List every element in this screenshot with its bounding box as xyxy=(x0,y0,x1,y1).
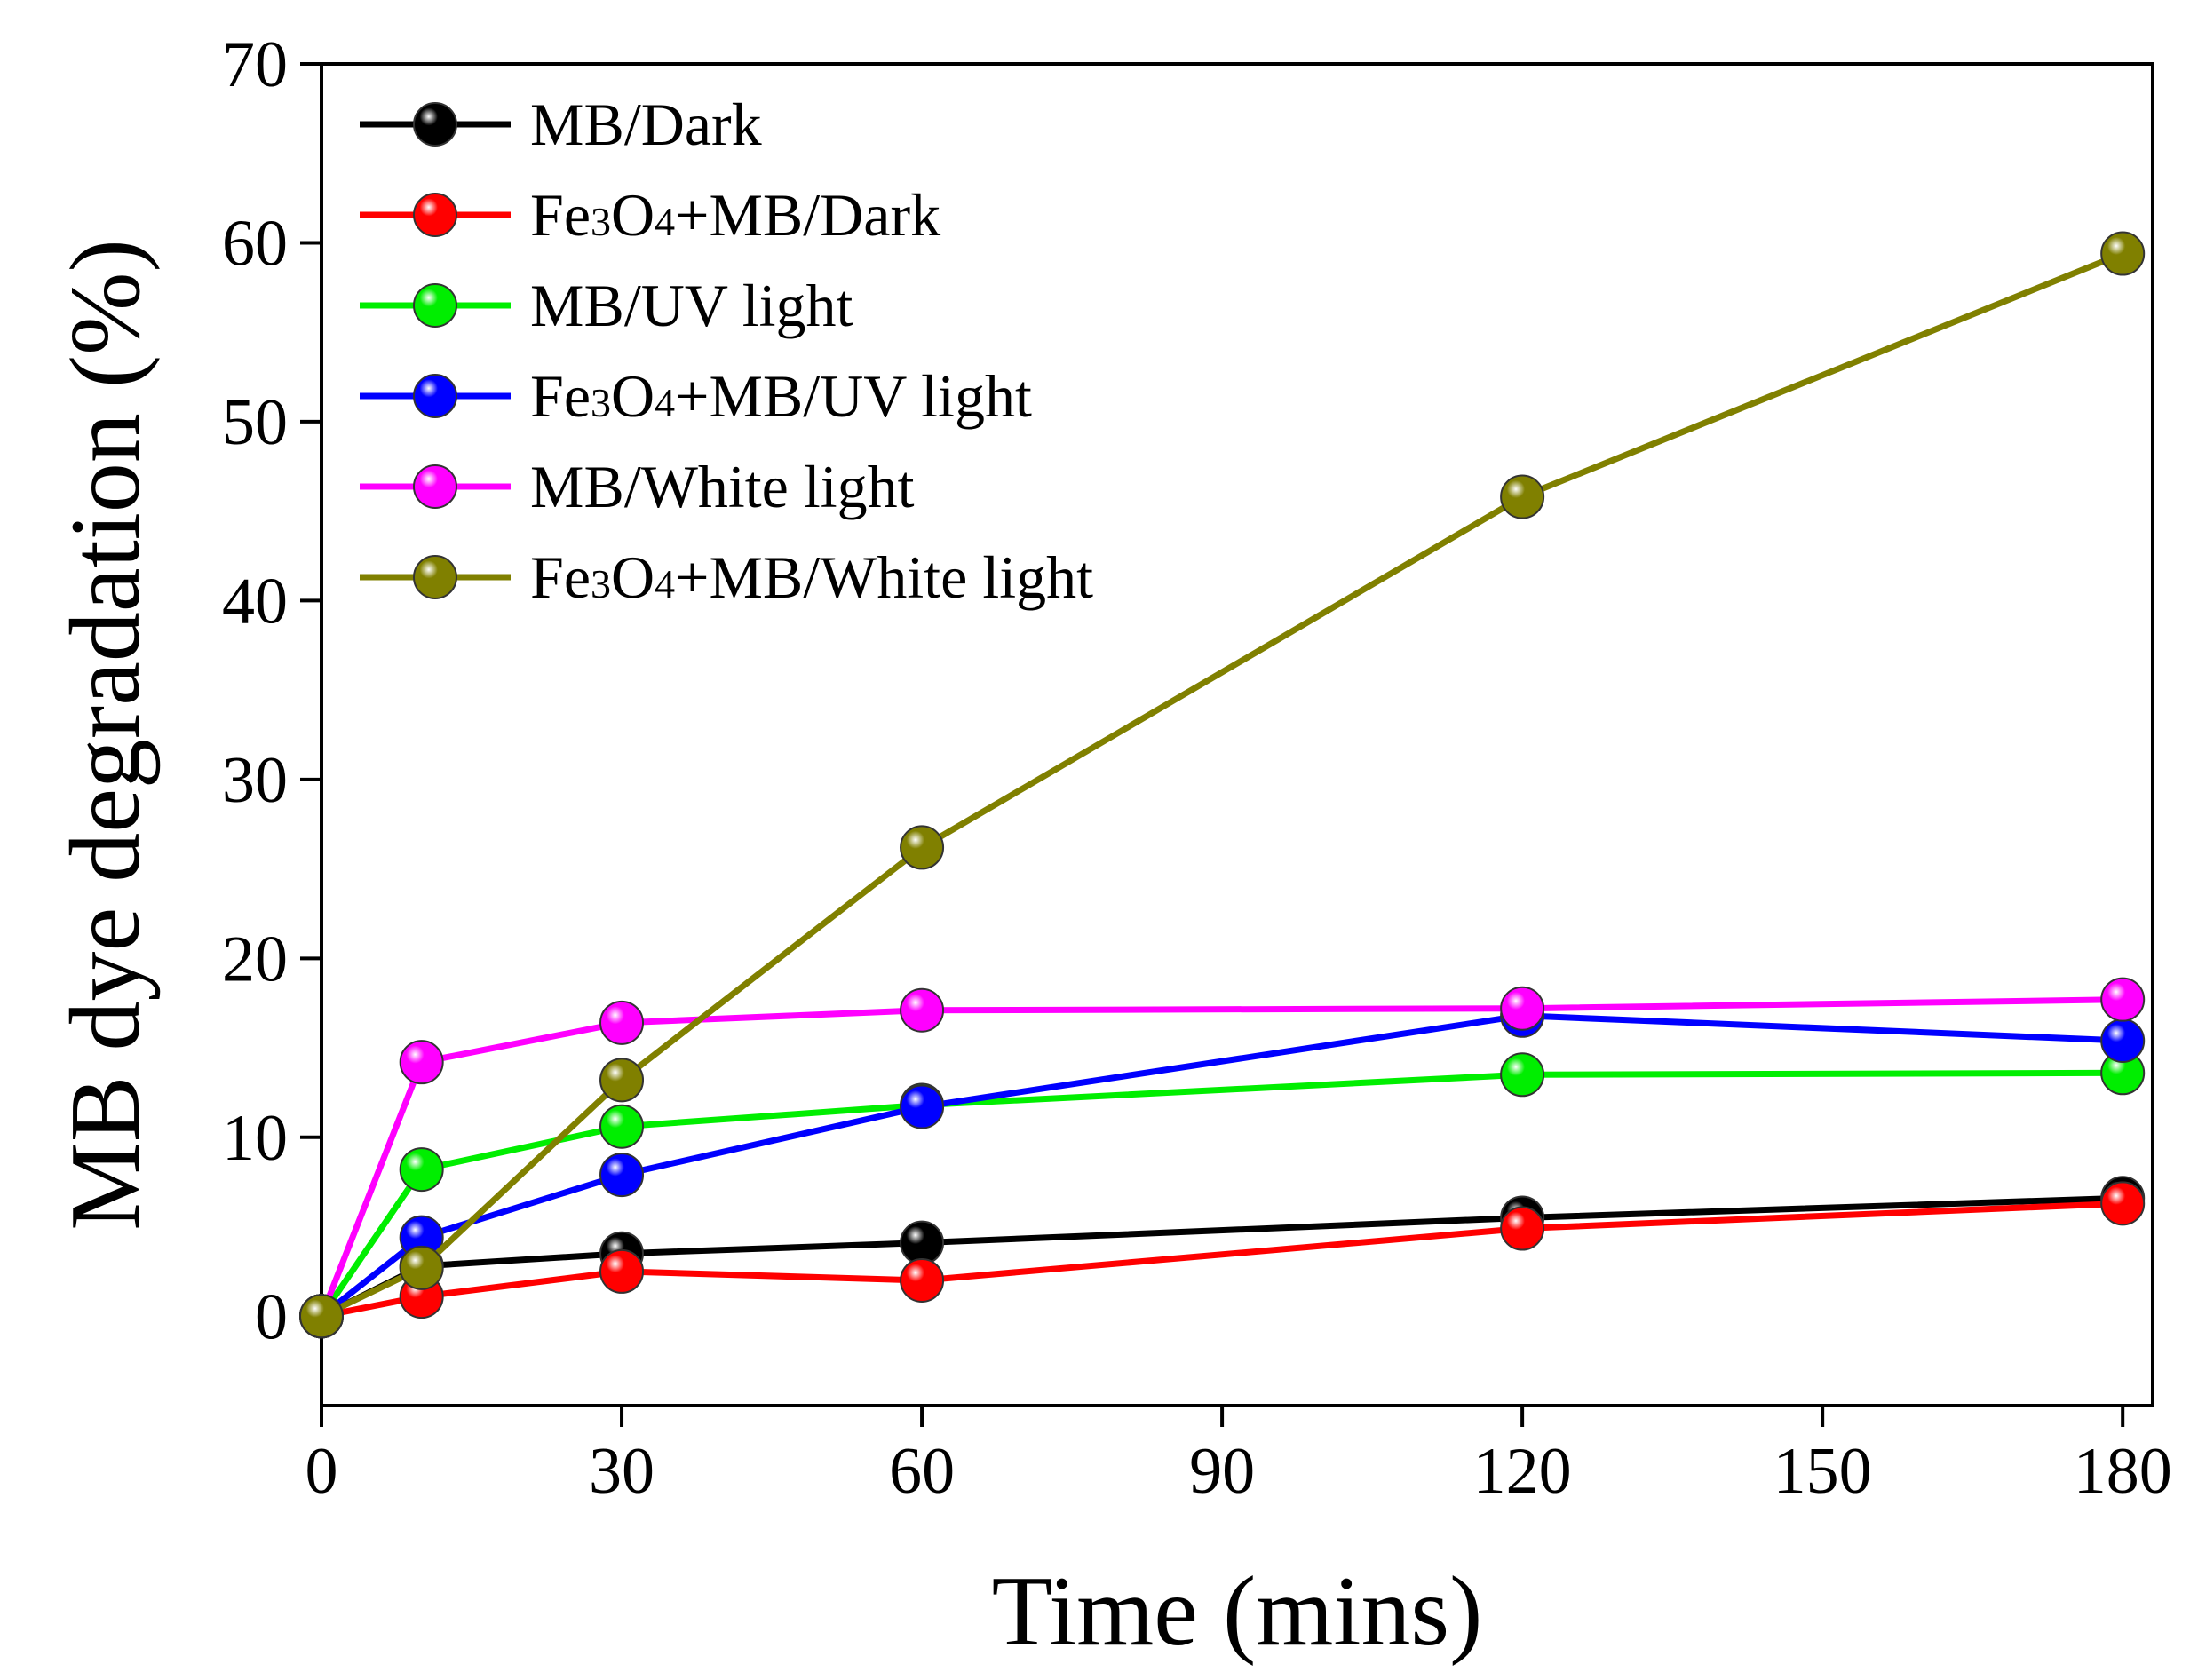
y-tick-label: 20 xyxy=(222,923,288,995)
data-point xyxy=(299,1294,344,1339)
series-lines xyxy=(299,231,2146,1339)
legend-label-part: Fe xyxy=(530,543,591,611)
legend-label-subscript: 4 xyxy=(655,380,675,425)
y-tick-label: 70 xyxy=(222,28,288,101)
legend-marker xyxy=(413,283,457,328)
data-point xyxy=(900,1257,945,1303)
y-tick-label: 50 xyxy=(222,386,288,459)
axis-ticks: 0 30 60 90 120 150 180 0 10 20 30 40 50 60 70 xyxy=(222,28,2172,1508)
x-axis-title: Time (mins) xyxy=(992,1557,1483,1667)
legend-label-subscript: 4 xyxy=(655,199,675,244)
data-point xyxy=(2100,1181,2146,1226)
legend-label-part: O xyxy=(611,181,655,249)
y-axis-title: MB dye degradation (%) xyxy=(51,239,161,1231)
x-tick-label: 90 xyxy=(1189,1435,1255,1508)
legend-marker xyxy=(413,464,457,509)
series-line xyxy=(319,1012,2123,1319)
data-point xyxy=(900,825,945,870)
series-fe3o4-mb-uv-light xyxy=(299,993,2146,1339)
legend-item-mb-white-light: MB/White light xyxy=(360,453,915,520)
legend-label-part: Fe xyxy=(530,362,591,430)
series-fe3o4-mb-white-light xyxy=(299,231,2146,1339)
x-tick-label: 180 xyxy=(2074,1435,2172,1508)
data-point xyxy=(399,1245,444,1290)
x-tick-label: 30 xyxy=(589,1435,655,1508)
series-line xyxy=(319,1069,2123,1319)
legend-label: MB/UV light xyxy=(530,272,853,339)
legend-marker xyxy=(413,102,457,147)
legend-item-fe3o4-mb-uv-light: Fe3O4+MB/UV light xyxy=(360,362,1032,430)
legend-label: Fe3O4+MB/White light xyxy=(530,543,1093,611)
legend-label: MB/White light xyxy=(530,453,915,520)
legend-label-subscript: 3 xyxy=(591,561,611,606)
legend-label: Fe3O4+MB/Dark xyxy=(530,181,940,249)
data-point xyxy=(399,1147,444,1193)
data-point xyxy=(1500,1206,1545,1251)
data-point xyxy=(599,1104,645,1149)
data-point xyxy=(599,1153,645,1198)
legend-marker xyxy=(413,374,457,418)
data-point xyxy=(599,1000,645,1045)
series-line xyxy=(318,996,2123,1318)
legend-label-part: +MB/UV light xyxy=(675,362,1032,430)
legend-label-part: +MB/Dark xyxy=(675,181,940,249)
data-point xyxy=(399,1040,444,1085)
legend-marker xyxy=(413,193,457,237)
y-tick-label: 40 xyxy=(222,565,288,638)
legend-label-subscript: 3 xyxy=(591,199,611,244)
x-tick-label: 60 xyxy=(889,1435,955,1508)
legend-label-part: O xyxy=(611,362,655,430)
y-tick-label: 0 xyxy=(255,1280,288,1353)
data-point xyxy=(599,1248,645,1294)
data-point xyxy=(1500,986,1545,1031)
series-line xyxy=(321,1200,2123,1319)
data-point xyxy=(900,1084,945,1129)
data-point xyxy=(900,987,945,1033)
legend-label-subscript: 3 xyxy=(591,380,611,425)
legend-label-part: O xyxy=(611,543,655,611)
data-point xyxy=(900,1220,945,1265)
legend-label-part: +MB/White light xyxy=(675,543,1093,611)
x-tick-label: 0 xyxy=(305,1435,338,1508)
legend-label-subscript: 4 xyxy=(655,561,675,606)
x-tick-label: 150 xyxy=(1773,1435,1872,1508)
y-tick-label: 30 xyxy=(222,744,288,817)
data-point xyxy=(1500,474,1545,519)
data-point xyxy=(2100,231,2146,276)
plot-frame xyxy=(320,62,2154,1407)
legend-item-fe3o4-mb-dark: Fe3O4+MB/Dark xyxy=(360,181,940,249)
data-point xyxy=(2100,1018,2146,1064)
legend-label-part: Fe xyxy=(530,181,591,249)
y-tick-label: 10 xyxy=(222,1102,288,1175)
data-point xyxy=(1500,1052,1545,1098)
legend-marker xyxy=(413,555,457,599)
x-tick-label: 120 xyxy=(1473,1435,1572,1508)
data-point xyxy=(2100,977,2146,1022)
legend-item-mb-dark: MB/Dark xyxy=(360,91,762,158)
series-mb-uv-light xyxy=(299,1050,2146,1339)
legend-label: MB/Dark xyxy=(530,91,762,158)
data-point xyxy=(599,1058,645,1103)
legend-label: Fe3O4+MB/UV light xyxy=(530,362,1032,430)
legend-item-fe3o4-mb-white-light: Fe3O4+MB/White light xyxy=(360,543,1093,611)
y-tick-label: 60 xyxy=(222,207,288,280)
legend-item-mb-uv-light: MB/UV light xyxy=(360,272,853,339)
